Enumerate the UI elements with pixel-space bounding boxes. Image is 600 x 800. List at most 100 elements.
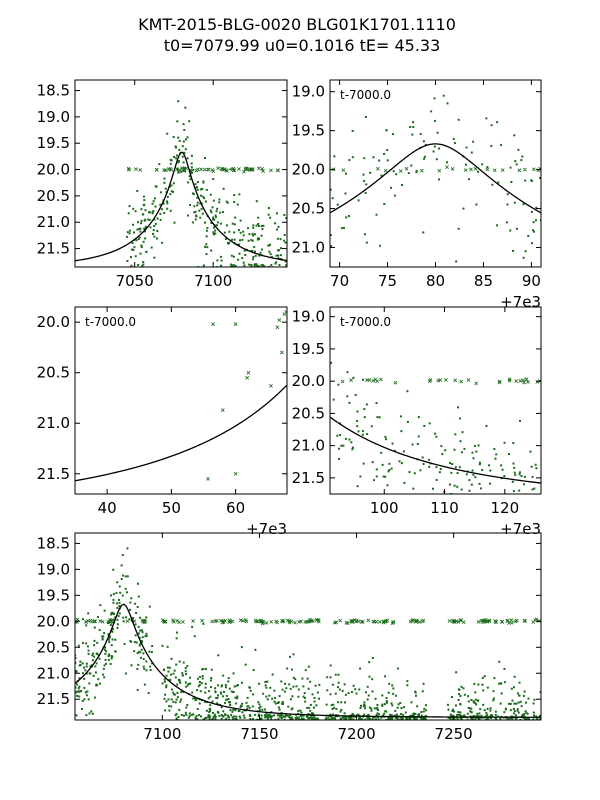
data-point	[108, 641, 111, 644]
data-point	[181, 674, 184, 677]
data-point-flagged	[269, 383, 273, 388]
data-point	[78, 690, 81, 693]
data-point	[154, 205, 157, 208]
data-point	[453, 718, 456, 720]
data-point	[534, 219, 537, 222]
data-point	[218, 201, 221, 204]
data-point	[177, 100, 180, 103]
data-point	[297, 688, 300, 691]
data-point	[192, 697, 195, 700]
y-tick-label: 21.5	[37, 690, 70, 708]
data-point	[423, 424, 426, 427]
data-point	[102, 673, 105, 676]
data-point	[375, 475, 378, 478]
data-point	[242, 714, 245, 717]
data-point	[396, 713, 399, 716]
data-point	[128, 608, 131, 611]
data-point	[396, 706, 399, 709]
data-point	[274, 269, 276, 271]
data-point	[209, 209, 212, 212]
data-point	[539, 219, 541, 222]
data-point	[273, 689, 276, 692]
data-point	[169, 209, 172, 212]
data-point-flagged	[414, 619, 418, 624]
figure-title-line2: t0=7079.99 u0=0.1016 tE= 45.33	[164, 36, 441, 55]
data-point	[313, 706, 316, 709]
data-point-flagged	[344, 620, 349, 625]
data-point	[521, 500, 523, 502]
data-point	[412, 487, 415, 490]
data-point	[459, 694, 462, 697]
data-point	[380, 716, 383, 719]
data-point	[341, 716, 344, 719]
data-point	[509, 716, 512, 719]
data-point	[166, 202, 169, 205]
data-point	[454, 433, 457, 436]
data-point	[195, 698, 198, 701]
data-point-flagged	[349, 378, 354, 383]
data-point	[362, 173, 365, 176]
data-point	[127, 212, 130, 215]
data-point	[303, 718, 306, 720]
data-point	[513, 134, 516, 137]
data-point	[308, 706, 311, 709]
data-point	[227, 698, 230, 701]
data-point	[224, 713, 227, 716]
data-point	[224, 237, 227, 240]
data-point	[236, 684, 239, 687]
data-point	[368, 661, 371, 664]
data-point	[147, 218, 150, 221]
data-point	[185, 685, 188, 688]
data-point	[258, 703, 261, 706]
data-point	[274, 222, 277, 225]
data-point	[488, 464, 491, 467]
data-point	[201, 212, 204, 215]
data-point	[406, 680, 409, 683]
data-point	[95, 652, 98, 655]
data-point	[530, 179, 533, 182]
data-point	[276, 228, 279, 231]
data-point	[270, 711, 273, 714]
data-point	[481, 683, 484, 686]
data-point	[267, 244, 270, 247]
data-point-flagged	[206, 476, 210, 481]
data-point	[375, 707, 378, 710]
data-point	[515, 702, 518, 705]
data-point	[470, 707, 473, 710]
data-point	[375, 402, 378, 405]
data-point	[351, 129, 354, 132]
data-point	[449, 713, 452, 716]
data-point	[93, 644, 96, 647]
data-point	[123, 643, 126, 646]
data-point	[149, 665, 152, 668]
data-point	[262, 692, 265, 695]
data-point	[75, 661, 77, 664]
data-point	[516, 709, 519, 712]
data-point-flagged	[371, 619, 376, 624]
data-point	[369, 171, 372, 174]
data-point	[350, 717, 353, 720]
data-point	[214, 687, 217, 690]
data-point	[390, 717, 393, 720]
data-point	[143, 667, 146, 670]
data-point	[338, 458, 341, 461]
data-point	[88, 672, 91, 675]
data-point	[285, 714, 288, 717]
data-point	[148, 650, 151, 653]
data-point	[468, 489, 471, 492]
data-point-flagged	[243, 618, 248, 622]
data-point	[216, 684, 219, 687]
data-point	[258, 268, 260, 270]
data-point-flagged	[228, 619, 233, 624]
data-point-flagged	[125, 619, 130, 624]
data-point	[455, 260, 458, 263]
data-point	[486, 707, 489, 710]
data-point	[168, 666, 171, 669]
data-point	[85, 672, 88, 675]
data-point	[481, 469, 484, 472]
data-point	[202, 181, 205, 184]
data-point	[277, 701, 280, 704]
data-point	[139, 629, 142, 632]
data-point	[356, 485, 359, 488]
